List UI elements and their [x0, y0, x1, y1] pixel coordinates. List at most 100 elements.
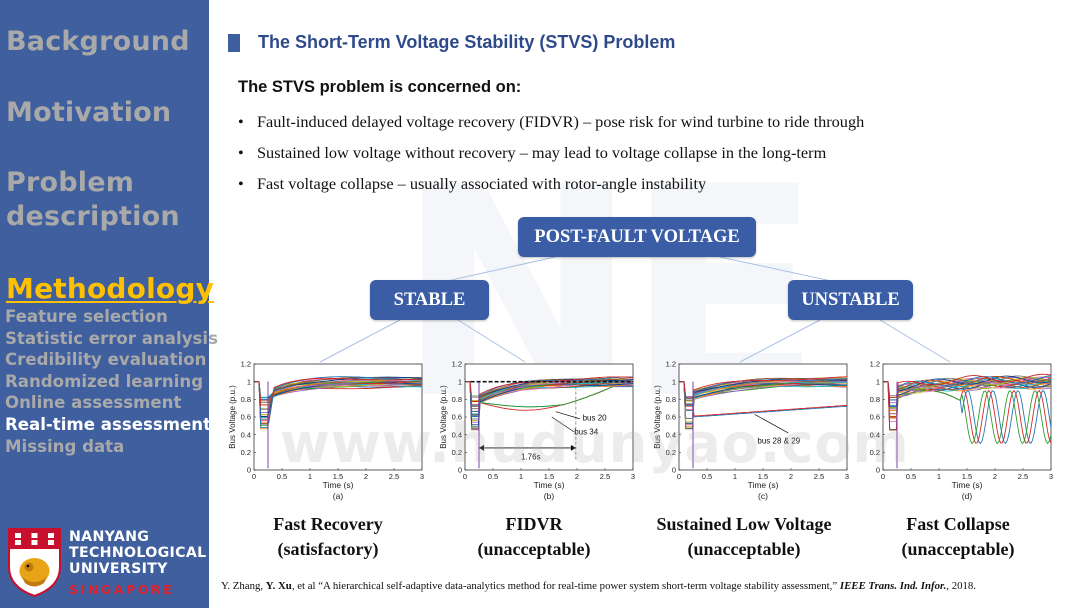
- sub-item-randomized-learning[interactable]: Randomized learning: [5, 371, 204, 391]
- watermark-url: www.hudunyao.com: [280, 412, 910, 475]
- series-line: [883, 373, 1052, 431]
- x-tick-label: 1: [937, 472, 941, 481]
- series-line: [465, 379, 634, 415]
- y-axis-label: Bus Voltage (p.u.): [439, 385, 448, 449]
- university-name: NANYANG TECHNOLOGICAL UNIVERSITY: [69, 529, 206, 577]
- x-tick-label: 3: [420, 472, 424, 481]
- y-tick-label: 0: [672, 466, 676, 475]
- bullet-list: • Fault-induced delayed voltage recovery …: [238, 106, 864, 199]
- x-tick-label: 2: [993, 472, 997, 481]
- sub-item-online-assessment[interactable]: Online assessment: [5, 393, 182, 413]
- caption-fast-recovery: Fast Recovery (satisfactory): [228, 512, 428, 562]
- series-line: [254, 377, 423, 406]
- caption-fidvr: FIDVR (unacceptable): [434, 512, 634, 562]
- y-tick-label: 1.2: [452, 360, 462, 369]
- annotation-bus28-29: bus 28 & 29: [757, 437, 800, 446]
- y-tick-label: 0.8: [666, 395, 676, 404]
- university-name-line1: NANYANG: [69, 529, 150, 545]
- title-marker: [228, 34, 240, 52]
- y-tick-label: 0.6: [666, 413, 676, 422]
- y-tick-label: 0.4: [241, 430, 251, 439]
- series-line: [679, 378, 848, 407]
- ref-year: , 2018.: [946, 580, 976, 592]
- y-tick-label: 0.6: [870, 413, 880, 422]
- sub-item-feature-selection[interactable]: Feature selection: [5, 307, 168, 326]
- x-axis-label: Time (s): [534, 480, 565, 490]
- y-tick-label: 0.4: [666, 430, 676, 439]
- bus28-pointer: [754, 414, 789, 434]
- nav-background[interactable]: Background: [6, 26, 190, 57]
- caption-line2: (unacceptable): [687, 539, 801, 559]
- caption-sustained-low-voltage: Sustained Low Voltage (unacceptable): [644, 512, 844, 562]
- university-country: SINGAPORE: [69, 582, 175, 597]
- sub-item-real-time-assessment[interactable]: Real-time assessment: [5, 414, 211, 434]
- panel-label: (a): [333, 491, 344, 501]
- caption-line1: FIDVR: [505, 514, 563, 534]
- sub-item-statistic-error-analysis[interactable]: Statistic error analysis: [5, 328, 218, 348]
- bullet-text: Fault-induced delayed voltage recovery (…: [257, 112, 865, 131]
- voltage-chart-b: 0 0.5 1 1.5 2 2.5 3 0 0.2 0.4 0.6 0.8 1 1.2 Time (s) Bu…: [439, 360, 635, 501]
- x-tick-label: 3: [631, 472, 635, 481]
- nav-problem-description[interactable]: Problem description: [6, 166, 180, 234]
- series-line: [679, 381, 848, 424]
- nav-motivation[interactable]: Motivation: [6, 97, 172, 128]
- y-tick-label: 0.2: [666, 448, 676, 457]
- ref-authors: Y. Zhang,: [221, 580, 266, 592]
- ref-title: , et al “A hierarchical self-adaptive da…: [291, 580, 840, 592]
- sub-item-missing-data[interactable]: Missing data: [5, 436, 125, 456]
- y-tick-label: 0.4: [452, 430, 462, 439]
- y-tick-label: 1: [876, 377, 880, 386]
- x-tick-label: 1.5: [544, 472, 554, 481]
- caption-line2: (satisfactory): [277, 539, 379, 559]
- nav-methodology[interactable]: Methodology: [6, 272, 215, 305]
- methodology-subsection-list: Feature selection Statistic error analys…: [5, 306, 218, 457]
- y-tick-label: 0.8: [452, 395, 462, 404]
- tree-node-unstable: UNSTABLE: [788, 280, 913, 320]
- x-tick-label: 1: [519, 472, 523, 481]
- reference-citation: Y. Zhang, Y. Xu, et al “A hierarchical s…: [221, 580, 976, 592]
- y-tick-label: 0.6: [241, 413, 251, 422]
- x-tick-label: 0.5: [277, 472, 287, 481]
- voltage-chart-c: 0 0.5 1 1.5 2 2.5 3 0 0.2 0.4 0.6 0.8 1 1.2 Time (s) Bu…: [653, 360, 849, 501]
- sub-item-credibility-evaluation[interactable]: Credibility evaluation: [5, 350, 207, 370]
- annotation-bus20: bus 20: [583, 414, 608, 423]
- nav-problem-line2: description: [6, 201, 180, 232]
- series-line: [883, 376, 1051, 397]
- panel-label: (c): [758, 491, 768, 501]
- series-line: [465, 377, 634, 416]
- bullet-dot-icon: •: [238, 174, 244, 193]
- y-tick-label: 0: [247, 466, 251, 475]
- y-axis-label: Bus Voltage (p.u.): [653, 385, 662, 449]
- bullet-item: • Fast voltage collapse – usually associa…: [238, 168, 864, 199]
- tree-root-post-fault-voltage: POST-FAULT VOLTAGE: [518, 217, 756, 257]
- x-tick-label: 0: [252, 472, 256, 481]
- x-tick-label: 0.5: [488, 472, 498, 481]
- panel-label: (b): [544, 491, 555, 501]
- university-crest-icon: [8, 528, 61, 597]
- y-tick-label: 0.4: [870, 430, 880, 439]
- x-tick-label: 1: [308, 472, 312, 481]
- series-line: [679, 381, 847, 417]
- y-tick-label: 0.8: [870, 395, 880, 404]
- intro-text: The STVS problem is concerned on:: [238, 78, 522, 96]
- slide-title: The Short-Term Voltage Stability (STVS) …: [258, 32, 676, 52]
- annotation-duration: 1.76s: [521, 452, 541, 461]
- ref-author-bold: Y. Xu: [265, 580, 292, 592]
- x-tick-label: 2: [789, 472, 793, 481]
- bullet-text: Fast voltage collapse – usually associat…: [257, 174, 707, 193]
- y-tick-label: 0.2: [241, 448, 251, 457]
- university-name-line3: UNIVERSITY: [69, 561, 168, 577]
- voltage-chart-a: 0 0.5 1 1.5 2 2.5 3 0 0.2 0.4 0.6 0.8 1 1.2 Time (s) Bu…: [228, 360, 424, 501]
- x-tick-label: 2.5: [600, 472, 610, 481]
- y-tick-label: 0: [458, 466, 462, 475]
- caption-line1: Fast Collapse: [906, 514, 1010, 534]
- caption-line2: (unacceptable): [477, 539, 591, 559]
- y-axis-label: Bus Voltage (p.u.): [228, 385, 237, 449]
- series-line: [465, 381, 633, 428]
- x-axis-label: Time (s): [952, 480, 983, 490]
- x-tick-label: 0.5: [702, 472, 712, 481]
- y-tick-label: 1: [458, 377, 462, 386]
- nav-problem-line1: Problem: [6, 167, 135, 198]
- x-tick-label: 1.5: [758, 472, 768, 481]
- series-line: [254, 376, 422, 428]
